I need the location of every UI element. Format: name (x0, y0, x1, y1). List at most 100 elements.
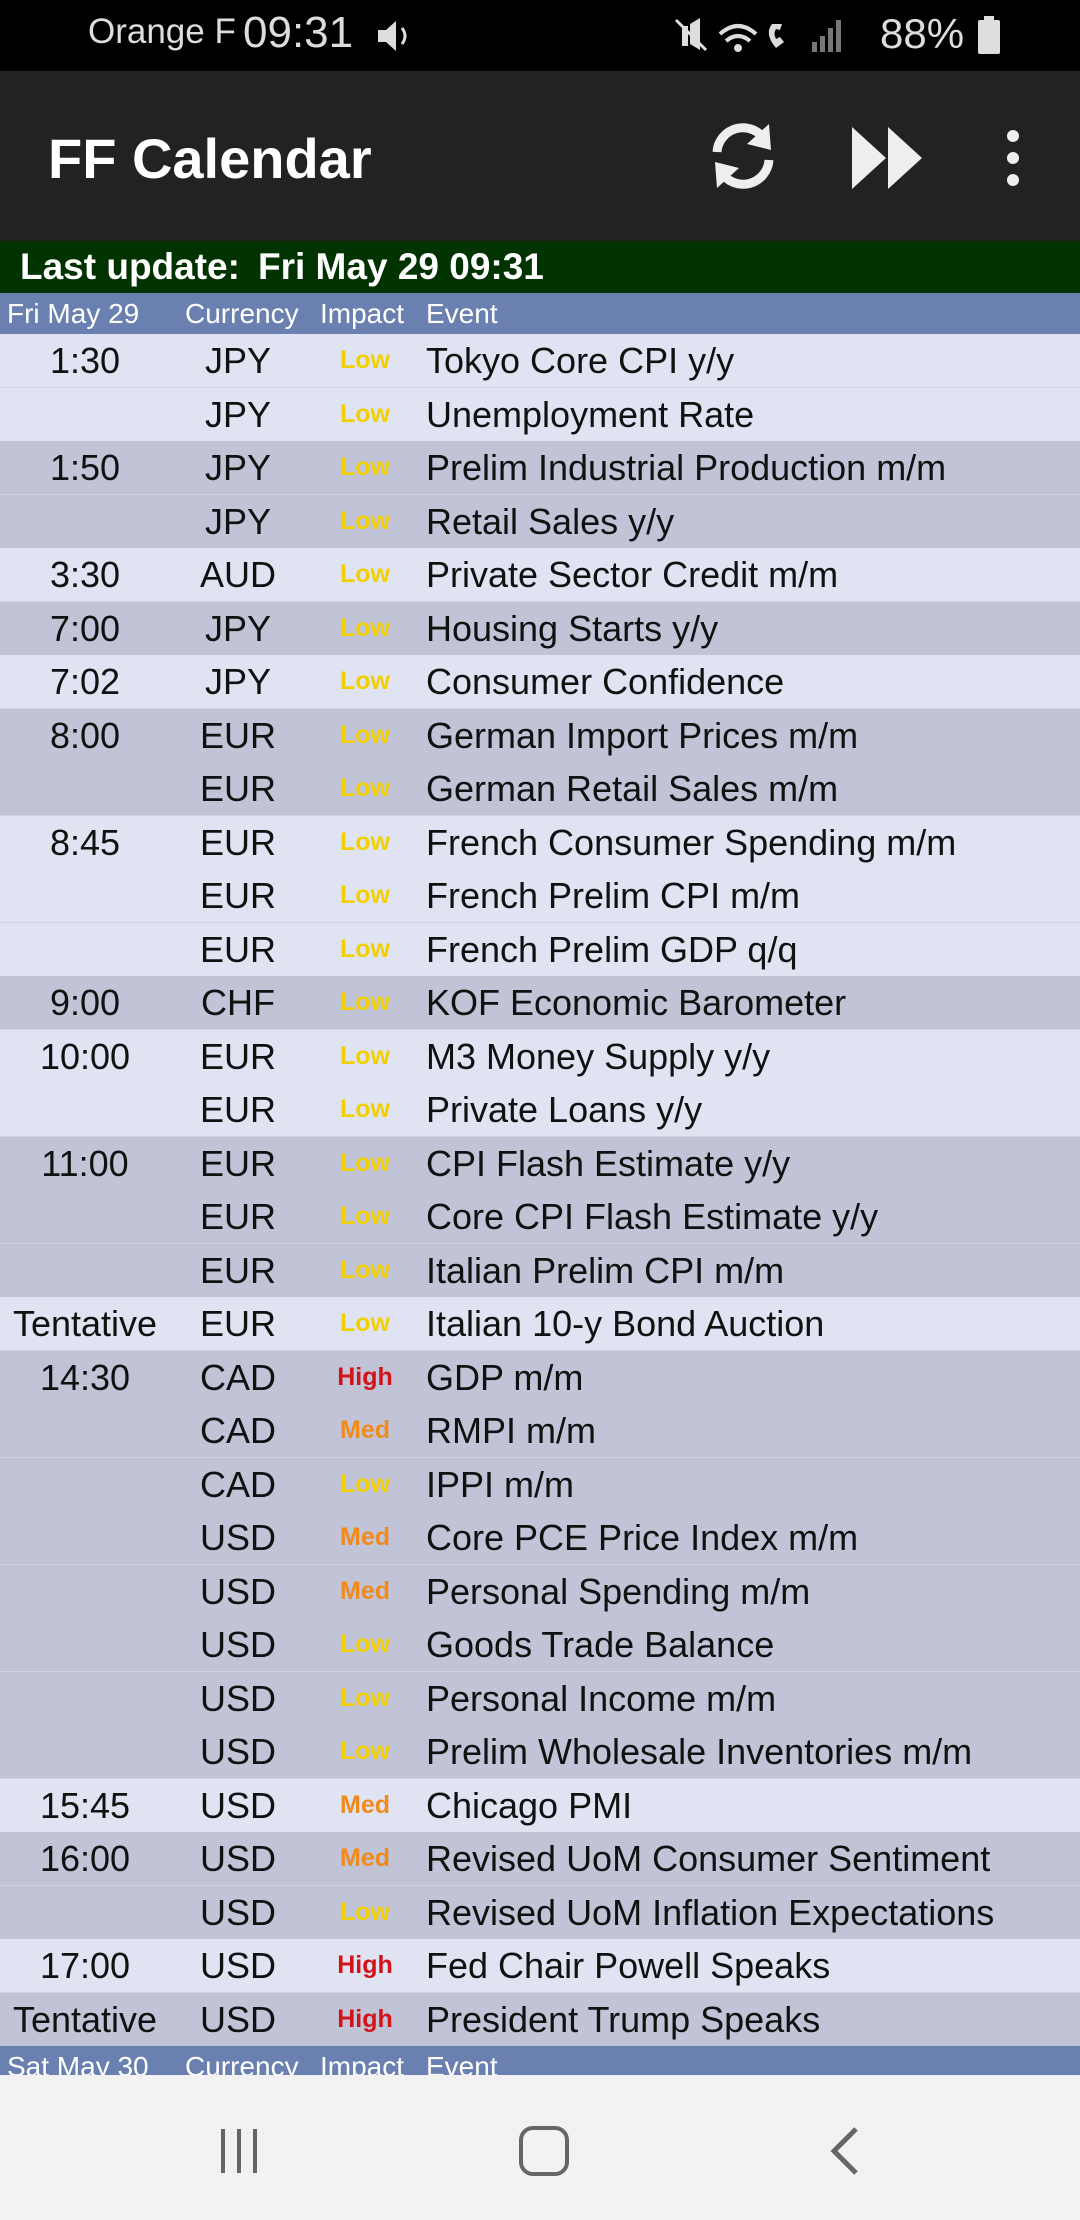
last-update-label: Last update: (20, 246, 240, 287)
forward-button[interactable] (848, 123, 928, 193)
day-header: Fri May 29 Currency Impact Event (0, 293, 1080, 334)
event-currency: JPY (204, 340, 272, 381)
event-name: RMPI m/m (426, 1410, 596, 1451)
event-impact: Low (340, 1630, 390, 1658)
event-name: Chicago PMI (426, 1784, 633, 1826)
event-currency: JPY (204, 447, 272, 488)
app-bar: FF Calendar (0, 71, 1080, 241)
event-row: EUR Low French Prelim GDP q/q (0, 922, 1080, 977)
home-button[interactable] (518, 2125, 570, 2177)
event-impact: Low (340, 399, 390, 428)
event-impact: Low (340, 827, 390, 856)
event-impact: Low (340, 1897, 390, 1926)
event-row: USD Low Goods Trade Balance (0, 1618, 1080, 1672)
event-currency: USD (199, 1891, 276, 1933)
event-name: Private Sector Credit m/m (426, 554, 839, 595)
event-name: Fed Chair Powell Speaks (426, 1945, 831, 1986)
event-time: 10:00 (39, 1035, 131, 1077)
battery-icon (978, 16, 1000, 54)
event-impact: Low (340, 1469, 390, 1498)
event-row: 15:45 USD Med Chicago PMI (0, 1778, 1080, 1833)
event-impact: Low (340, 613, 390, 642)
event-row: 11:00 EUR Low CPI Flash Estimate y/y (0, 1136, 1080, 1191)
event-currency: EUR (199, 1142, 276, 1184)
event-currency: USD (199, 1517, 276, 1558)
event-row: USD Low Revised UoM Inflation Expectations (0, 1885, 1080, 1940)
carrier: Orange F (88, 12, 236, 51)
event-name: Prelim Industrial Production m/m (426, 447, 947, 488)
event-impact: Low (340, 506, 390, 535)
event-currency: CAD (199, 1463, 276, 1505)
event-name: CPI Flash Estimate y/y (426, 1142, 791, 1184)
refresh-button[interactable] (703, 116, 783, 196)
event-impact: Low (340, 667, 390, 695)
recents-button[interactable] (215, 2127, 265, 2175)
event-impact: Low (340, 1095, 390, 1123)
event-row: 1:50 JPY Low Prelim Industrial Production m… (0, 441, 1080, 495)
event-time: 15:45 (39, 1784, 131, 1826)
event-currency: EUR (199, 1196, 276, 1237)
event-row: USD Low Prelim Wholesale Inventories m/m (0, 1725, 1080, 1779)
event-impact: Low (340, 1148, 390, 1177)
event-currency: CAD (199, 1356, 276, 1398)
last-update-value: Fri May 29 09:31 (258, 246, 544, 287)
event-time: 14:30 (39, 1356, 131, 1398)
event-currency: USD (199, 1624, 276, 1665)
status-bar: Orange F 09:31 88% (0, 0, 1080, 71)
event-currency: AUD (199, 554, 276, 595)
event-name: Prelim Wholesale Inventories m/m (426, 1731, 973, 1772)
event-row: 7:00 JPY Low Housing Starts y/y (0, 601, 1080, 656)
event-impact: Med (340, 1790, 390, 1819)
event-time: 7:02 (49, 661, 121, 702)
event-row: JPY Low Retail Sales y/y (0, 494, 1080, 549)
event-row: EUR Low German Retail Sales m/m (0, 762, 1080, 816)
event-currency: USD (199, 1998, 276, 2040)
event-time: 16:00 (39, 1838, 131, 1879)
event-currency: EUR (199, 821, 276, 863)
event-name: Unemployment Rate (426, 393, 755, 435)
event-currency: EUR (199, 1303, 276, 1344)
event-row: 10:00 EUR Low M3 Money Supply y/y (0, 1029, 1080, 1084)
event-impact: Low (340, 934, 390, 963)
event-name: German Import Prices m/m (426, 714, 859, 756)
event-impact: High (337, 2004, 393, 2033)
navigation-bar (0, 2075, 1080, 2220)
clock: 09:31 (243, 8, 354, 57)
event-name: Italian Prelim CPI m/m (426, 1249, 785, 1291)
event-row: EUR Low Italian Prelim CPI m/m (0, 1243, 1080, 1298)
back-button[interactable] (828, 2125, 862, 2177)
volume-icon (378, 21, 407, 51)
header-date: Fri May 29 (7, 298, 140, 329)
event-name: IPPI m/m (426, 1463, 575, 1505)
menu-button[interactable] (998, 126, 1028, 190)
event-row: 1:30 JPY Low Tokyo Core CPI y/y (0, 334, 1080, 388)
event-name: Housing Starts y/y (426, 607, 719, 649)
event-name: French Prelim CPI m/m (426, 875, 801, 916)
event-currency: EUR (199, 928, 276, 970)
event-currency: USD (199, 1677, 276, 1719)
event-row: Tentative USD High President Trump Speaks (0, 1992, 1080, 2047)
header-event: Event (426, 2051, 498, 2075)
event-name: Tokyo Core CPI y/y (426, 340, 735, 381)
event-row: USD Low Personal Income m/m (0, 1671, 1080, 1726)
event-name: GDP m/m (426, 1356, 584, 1398)
header-event: Event (426, 298, 498, 329)
event-row: EUR Low Private Loans y/y (0, 1083, 1080, 1137)
event-name: President Trump Speaks (426, 1998, 821, 2040)
event-row: EUR Low French Prelim CPI m/m (0, 869, 1080, 923)
event-row: 17:00 USD High Fed Chair Powell Speaks (0, 1939, 1080, 1993)
event-name: Consumer Confidence (426, 661, 785, 702)
event-currency: JPY (204, 607, 272, 649)
event-currency: JPY (204, 661, 272, 702)
event-currency: EUR (199, 1089, 276, 1130)
status-icons (674, 18, 841, 52)
event-name: Private Loans y/y (426, 1089, 703, 1130)
event-name: Core PCE Price Index m/m (426, 1517, 859, 1558)
event-currency: JPY (204, 393, 272, 435)
event-name: Core CPI Flash Estimate y/y (426, 1196, 879, 1237)
event-name: Revised UoM Consumer Sentiment (426, 1838, 991, 1879)
event-currency: USD (199, 1945, 276, 1986)
event-currency: USD (199, 1570, 276, 1612)
event-row: 9:00 CHF Low KOF Economic Barometer (0, 976, 1080, 1030)
